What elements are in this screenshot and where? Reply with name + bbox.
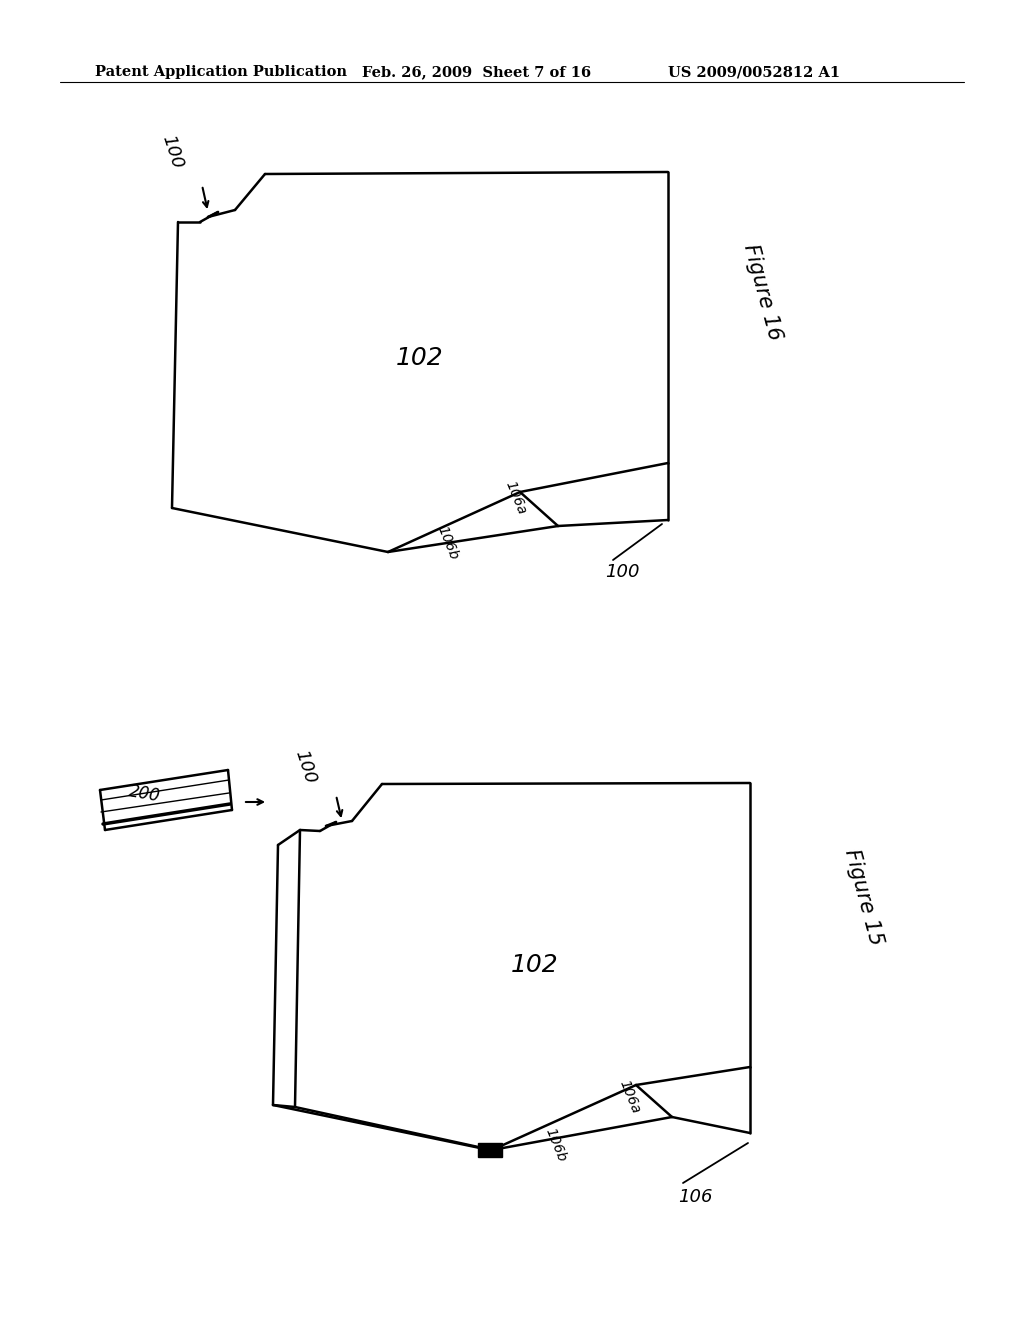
Text: 106a: 106a <box>616 1078 643 1115</box>
Text: 102: 102 <box>511 953 559 977</box>
Text: 106a: 106a <box>503 479 529 517</box>
Text: Feb. 26, 2009  Sheet 7 of 16: Feb. 26, 2009 Sheet 7 of 16 <box>362 65 591 79</box>
Text: 200: 200 <box>128 783 162 805</box>
Text: US 2009/0052812 A1: US 2009/0052812 A1 <box>668 65 840 79</box>
Text: Figure 16: Figure 16 <box>739 242 784 342</box>
Text: 106: 106 <box>678 1188 713 1206</box>
Text: 106b: 106b <box>543 1126 569 1164</box>
Text: 106b: 106b <box>435 524 461 562</box>
Text: 100: 100 <box>605 564 639 581</box>
Text: 102: 102 <box>396 346 443 370</box>
Polygon shape <box>478 1143 502 1158</box>
Text: Figure 15: Figure 15 <box>841 846 886 948</box>
Text: Patent Application Publication: Patent Application Publication <box>95 65 347 79</box>
Text: 100: 100 <box>158 133 186 172</box>
Text: 100: 100 <box>291 748 318 787</box>
